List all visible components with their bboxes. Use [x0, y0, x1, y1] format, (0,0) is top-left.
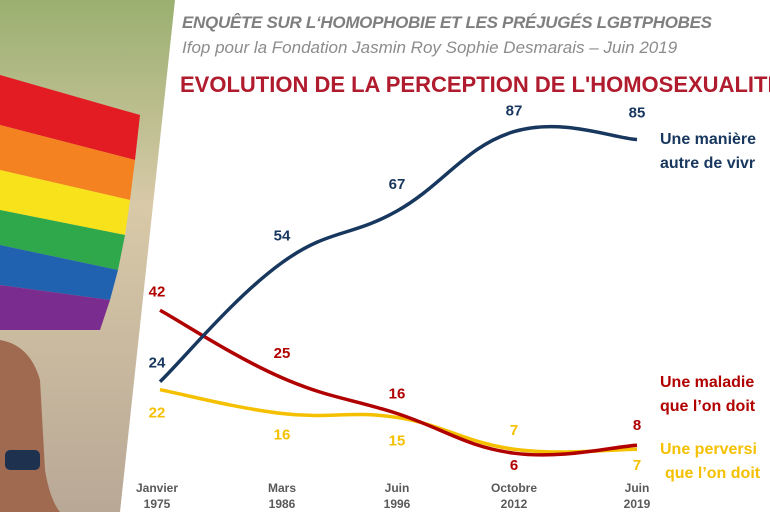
flag-icon	[0, 75, 140, 330]
series-label-line: Une perversi	[660, 441, 757, 458]
data-label: 87	[506, 103, 523, 120]
data-label: 85	[629, 105, 646, 122]
data-label: 7	[510, 422, 518, 439]
series-line-1	[159, 308, 638, 457]
series-line-2	[159, 387, 638, 454]
x-tick-label: 1996	[384, 497, 411, 511]
survey-subtitle: Ifop pour la Fondation Jasmin Roy Sophie…	[182, 38, 678, 57]
series-label-line: Une maladie	[660, 374, 755, 391]
series-line-0	[158, 124, 638, 383]
x-tick-label: 2019	[624, 497, 651, 511]
data-label: 8	[633, 417, 641, 434]
data-label: 42	[149, 283, 166, 300]
data-label: 25	[274, 345, 291, 362]
x-tick-label: 2012	[501, 497, 528, 511]
data-label: 7	[633, 457, 641, 474]
data-label: 16	[389, 385, 406, 402]
series-label-line: Une manière	[660, 131, 757, 148]
series-label-line: que l’on doit	[665, 465, 761, 482]
chart-title: EVOLUTION DE LA PERCEPTION DE L'HOMOSEXU…	[180, 72, 770, 97]
x-tick-label: Juin	[385, 481, 410, 495]
series-label: Une perversi que l’on doit	[660, 438, 760, 486]
rainbow-flag-photo	[0, 0, 175, 512]
data-label: 24	[149, 355, 166, 372]
x-tick-label: 1975	[144, 497, 171, 511]
x-tick-label: Juin	[625, 481, 650, 495]
x-tick-label: 1986	[269, 497, 296, 511]
series-label-line: autre de vivr	[660, 155, 756, 172]
data-label: 54	[274, 228, 291, 245]
data-label: 67	[389, 176, 406, 193]
data-label: 6	[510, 457, 518, 474]
x-tick-label: Janvier	[136, 481, 178, 495]
series-label-line: que l’on doit	[660, 398, 756, 415]
survey-title: ENQUÊTE SUR L‘HOMOPHOBIE ET LES PRÉJUGÉS…	[182, 13, 712, 32]
data-label: 15	[389, 432, 406, 449]
series-label: Une manière autre de vivr	[660, 128, 756, 176]
x-tick-label: Octobre	[491, 481, 537, 495]
x-tick-label: Mars	[268, 481, 296, 495]
series-label: Une maladie que l’on doit	[660, 371, 755, 419]
data-label: 16	[274, 426, 291, 443]
data-label: 22	[149, 405, 166, 422]
